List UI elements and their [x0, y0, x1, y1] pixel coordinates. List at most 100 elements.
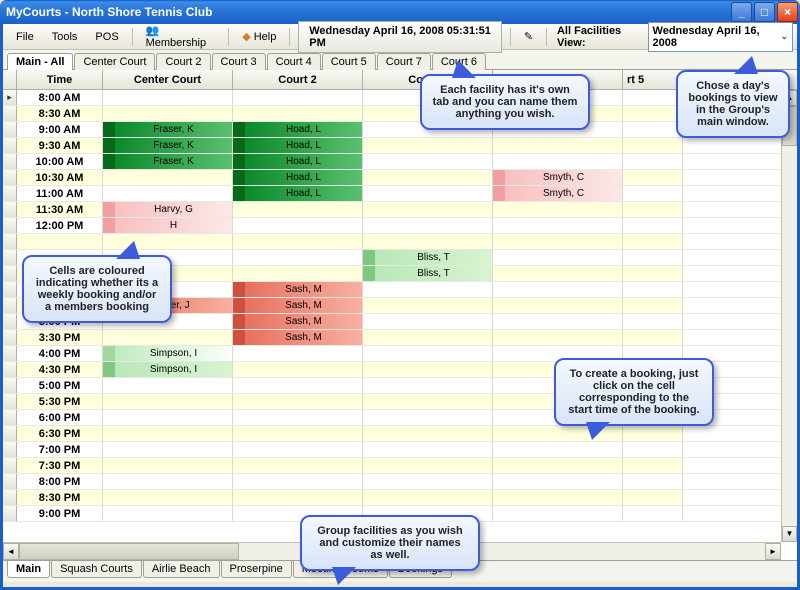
booking-cell[interactable]: [363, 218, 493, 233]
booking-cell[interactable]: Hoad, L: [233, 122, 363, 137]
booking-cell[interactable]: [623, 330, 683, 345]
booking[interactable]: Simpson, I: [103, 346, 232, 361]
booking-cell[interactable]: [363, 234, 493, 249]
court-tab[interactable]: Court 5: [322, 53, 376, 70]
booking[interactable]: Hoad, L: [233, 170, 362, 185]
booking-cell[interactable]: [233, 378, 363, 393]
facility-group-tab[interactable]: Proserpine: [221, 561, 292, 578]
booking[interactable]: H: [103, 218, 232, 233]
booking-cell[interactable]: [623, 90, 683, 105]
booking-cell[interactable]: [493, 234, 623, 249]
booking-cell[interactable]: Simpson, I: [103, 362, 233, 377]
booking-cell[interactable]: [623, 506, 683, 521]
booking-cell[interactable]: [363, 426, 493, 441]
booking-cell[interactable]: [493, 330, 623, 345]
booking-cell[interactable]: Harvy, G: [103, 202, 233, 217]
booking[interactable]: Bliss, T: [363, 266, 492, 281]
booking-cell[interactable]: Bliss, T: [363, 250, 493, 265]
booking[interactable]: Simpson, I: [103, 362, 232, 377]
booking-cell[interactable]: [623, 298, 683, 313]
booking[interactable]: Sash, M: [233, 314, 362, 329]
booking-cell[interactable]: [233, 426, 363, 441]
booking-cell[interactable]: [233, 346, 363, 361]
booking[interactable]: Bliss, T: [363, 250, 492, 265]
booking-cell[interactable]: Sash, M: [233, 330, 363, 345]
booking-cell[interactable]: [623, 250, 683, 265]
court-tab[interactable]: Court 7: [377, 53, 431, 70]
scroll-left-button[interactable]: ◄: [3, 543, 19, 560]
minimize-button[interactable]: _: [731, 2, 752, 22]
booking-cell[interactable]: [623, 442, 683, 457]
booking-cell[interactable]: [233, 490, 363, 505]
booking-cell[interactable]: [363, 186, 493, 201]
booking-cell[interactable]: Sash, M: [233, 314, 363, 329]
close-button[interactable]: ×: [777, 2, 798, 22]
booking-cell[interactable]: Fraser, K: [103, 154, 233, 169]
booking-cell[interactable]: [493, 490, 623, 505]
booking-cell[interactable]: [233, 90, 363, 105]
booking-cell[interactable]: [363, 458, 493, 473]
booking-cell[interactable]: [233, 410, 363, 425]
court-tab[interactable]: Court 3: [212, 53, 266, 70]
booking-cell[interactable]: [363, 346, 493, 361]
menu-tools[interactable]: Tools: [43, 27, 87, 47]
booking-cell[interactable]: [233, 474, 363, 489]
court-tab[interactable]: Court 2: [156, 53, 210, 70]
booking[interactable]: Hoad, L: [233, 122, 362, 137]
booking[interactable]: Sash, M: [233, 298, 362, 313]
facility-group-tab[interactable]: Squash Courts: [51, 561, 142, 578]
booking-cell[interactable]: [103, 410, 233, 425]
booking-cell[interactable]: [493, 442, 623, 457]
booking-cell[interactable]: [233, 234, 363, 249]
booking-cell[interactable]: [363, 490, 493, 505]
booking[interactable]: Fraser, K: [103, 138, 232, 153]
booking-cell[interactable]: [103, 106, 233, 121]
booking[interactable]: Smyth, C: [493, 170, 622, 185]
booking-cell[interactable]: Simpson, I: [103, 346, 233, 361]
court-tab[interactable]: Center Court: [74, 53, 155, 70]
booking-cell[interactable]: [623, 186, 683, 201]
booking-cell[interactable]: [493, 474, 623, 489]
booking-cell[interactable]: Smyth, C: [493, 186, 623, 201]
booking-cell[interactable]: [103, 506, 233, 521]
booking-cell[interactable]: Bliss, T: [363, 266, 493, 281]
booking-cell[interactable]: [103, 394, 233, 409]
booking-cell[interactable]: [493, 138, 623, 153]
booking-cell[interactable]: [623, 282, 683, 297]
booking-cell[interactable]: [233, 458, 363, 473]
booking[interactable]: Sash, M: [233, 330, 362, 345]
booking-cell[interactable]: H: [103, 218, 233, 233]
booking-cell[interactable]: [623, 490, 683, 505]
facility-group-tab[interactable]: Airlie Beach: [143, 561, 220, 578]
scroll-thumb[interactable]: [19, 543, 239, 560]
booking-cell[interactable]: [103, 90, 233, 105]
booking-cell[interactable]: [233, 442, 363, 457]
menu-file[interactable]: File: [7, 27, 43, 47]
booking[interactable]: Sash, M: [233, 282, 362, 297]
booking-cell[interactable]: [363, 474, 493, 489]
booking-cell[interactable]: [623, 314, 683, 329]
booking-cell[interactable]: [623, 266, 683, 281]
booking-cell[interactable]: [493, 250, 623, 265]
booking[interactable]: Harvy, G: [103, 202, 232, 217]
booking-cell[interactable]: [103, 426, 233, 441]
scroll-down-button[interactable]: ▼: [782, 526, 797, 542]
court-tab[interactable]: Court 4: [267, 53, 321, 70]
time-column-header[interactable]: Time: [17, 70, 103, 89]
court-column-header[interactable]: Center Court: [103, 70, 233, 89]
booking-cell[interactable]: [363, 282, 493, 297]
booking-cell[interactable]: [363, 410, 493, 425]
booking-cell[interactable]: [103, 474, 233, 489]
booking-cell[interactable]: [233, 106, 363, 121]
booking-cell[interactable]: [493, 298, 623, 313]
booking-cell[interactable]: [623, 106, 683, 121]
booking-cell[interactable]: Fraser, K: [103, 122, 233, 137]
toolbar-icon-button[interactable]: ✎: [515, 26, 542, 47]
booking-cell[interactable]: [363, 314, 493, 329]
booking-cell[interactable]: [493, 458, 623, 473]
booking-cell[interactable]: Sash, M: [233, 298, 363, 313]
booking-cell[interactable]: [363, 362, 493, 377]
menu-membership[interactable]: 👥Membership: [137, 20, 225, 53]
menu-help[interactable]: ◆Help: [233, 26, 285, 47]
booking-cell[interactable]: Sash, M: [233, 282, 363, 297]
